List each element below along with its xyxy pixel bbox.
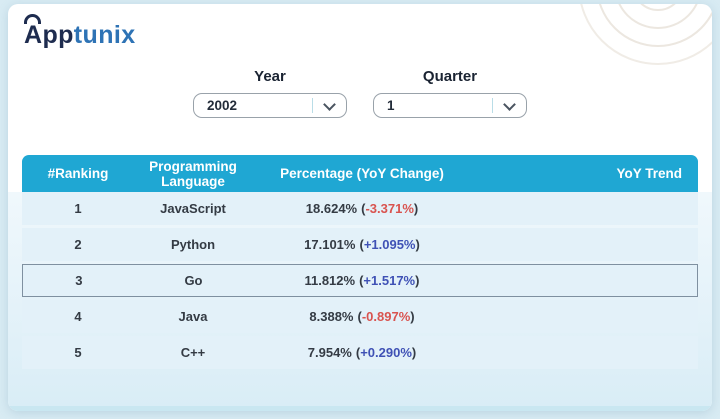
- ranking-table: #Ranking Programming Language Percentage…: [22, 155, 698, 372]
- header-language: Programming Language: [149, 158, 237, 189]
- percentage-cell: 11.812% (+1.517%): [252, 273, 471, 288]
- arc-over-a-icon: [24, 14, 41, 24]
- rank-cell: 3: [75, 273, 83, 288]
- logo-text-prefix: App: [24, 14, 74, 50]
- percentage-value: 18.624%: [305, 201, 358, 216]
- percentage-value: 17.101%: [304, 237, 356, 252]
- header-percentage: Percentage (YoY Change): [280, 166, 444, 181]
- table-row[interactable]: 5 C++ 7.954% (+0.290%): [22, 336, 698, 369]
- paren-close: ): [415, 237, 420, 252]
- percentage-cell: 8.388% (-0.897%): [252, 309, 472, 324]
- paren-close: ): [411, 345, 417, 360]
- paren-close: ): [415, 273, 420, 288]
- quarter-select-value: 1: [387, 98, 395, 113]
- paren-open: (: [359, 273, 364, 288]
- quarter-filter: Quarter 1: [373, 68, 527, 118]
- chevron-down-icon[interactable]: [503, 98, 516, 111]
- header-ranking: #Ranking: [47, 166, 109, 181]
- language-cell: Go: [184, 273, 203, 288]
- quarter-select[interactable]: 1: [373, 93, 527, 118]
- table-row[interactable]: 3 Go 11.812% (+1.517%): [22, 264, 698, 297]
- select-divider: [311, 98, 313, 113]
- year-select-value: 2002: [207, 98, 238, 113]
- chevron-down-icon[interactable]: [323, 98, 336, 111]
- rank-cell: 5: [74, 345, 82, 360]
- rank-cell: 2: [74, 237, 82, 252]
- year-filter: Year 2002: [193, 68, 347, 118]
- language-cell: JavaScript: [160, 201, 226, 216]
- filters-bar: Year 2002 Quarter 1: [8, 68, 712, 118]
- yoy-change-value: -0.897%: [361, 309, 411, 324]
- yoy-change-value: +1.095%: [363, 237, 416, 252]
- paren-open: (: [359, 237, 364, 252]
- table-row[interactable]: 2 Python 17.101% (+1.095%): [22, 228, 698, 261]
- quarter-label: Quarter: [422, 68, 478, 85]
- year-select[interactable]: 2002: [193, 93, 347, 118]
- paren-open: (: [357, 309, 362, 324]
- concentric-circles-decoration-icon: [578, 4, 712, 65]
- yoy-change-value: +1.517%: [363, 273, 416, 288]
- rank-cell: 4: [74, 309, 82, 324]
- percentage-value: 7.954%: [307, 345, 352, 360]
- paren-open: (: [355, 345, 361, 360]
- table-row[interactable]: 1 JavaScript 18.624% (-3.371%): [22, 192, 698, 225]
- paren-close: ): [413, 201, 419, 216]
- percentage-value: 8.388%: [309, 309, 354, 324]
- language-cell: Java: [178, 309, 208, 324]
- paren-close: ): [410, 309, 415, 324]
- header-trend: YoY Trend: [616, 166, 682, 181]
- rank-cell: 1: [74, 201, 82, 216]
- percentage-cell: 17.101% (+1.095%): [252, 237, 472, 252]
- percentage-cell: 18.624% (-3.371%): [252, 201, 472, 216]
- paren-open: (: [361, 201, 366, 216]
- yoy-change-value: +0.290%: [360, 345, 412, 360]
- table-header-row: #Ranking Programming Language Percentage…: [22, 155, 698, 192]
- language-cell: Python: [170, 237, 216, 252]
- percentage-value: 11.812%: [304, 273, 356, 288]
- logo-text-suffix: tunix: [73, 21, 136, 49]
- yoy-change-value: -3.371%: [365, 201, 414, 216]
- apptunix-logo: Apptunix: [24, 14, 136, 50]
- language-cell: C++: [180, 345, 206, 360]
- select-divider: [491, 98, 493, 113]
- content-card: Apptunix Year 2002 Quarter 1: [8, 4, 712, 411]
- year-label: Year: [254, 68, 286, 85]
- percentage-cell: 7.954% (+0.290%): [252, 345, 472, 360]
- table-row[interactable]: 4 Java 8.388% (-0.897%): [22, 300, 698, 333]
